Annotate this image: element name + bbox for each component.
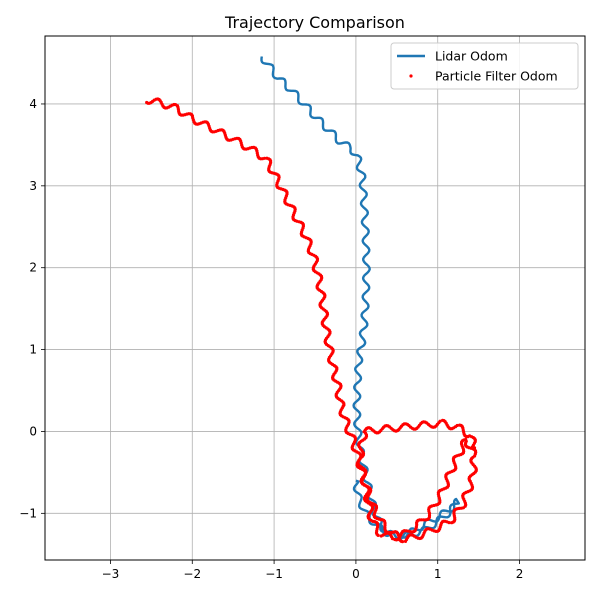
x-tick-label: −2 (183, 567, 201, 581)
x-tick-label: 1 (434, 567, 442, 581)
y-tick-label: −1 (19, 506, 37, 520)
legend-label: Lidar Odom (435, 49, 508, 64)
y-tick-label: 1 (29, 343, 37, 357)
grid (45, 36, 585, 560)
y-tick-label: 2 (29, 261, 37, 275)
x-tick-label: −1 (265, 567, 283, 581)
particle-filter-point (455, 423, 459, 428)
series-lidar-odom (260, 56, 460, 541)
particle-filter-point (438, 419, 442, 423)
x-tick-label: 0 (352, 567, 360, 581)
y-tick-label: 0 (29, 424, 37, 438)
axis-ticks: −3 −2 −1 0 1 2 −1 0 1 2 3 4 (19, 97, 523, 581)
plot-frame (44, 35, 586, 561)
lidar-odom-line (260, 56, 460, 541)
legend-label: Particle Filter Odom (435, 69, 558, 84)
y-tick-label: 3 (29, 179, 37, 193)
x-tick-label: 2 (516, 567, 524, 581)
particle-filter-point (472, 446, 477, 450)
legend: Lidar Odom Particle Filter Odom (390, 42, 579, 90)
chart-title: Trajectory Comparison (224, 13, 405, 32)
particle-filter-point (447, 521, 451, 525)
legend-swatch-particle-filter-odom (409, 74, 413, 78)
legend-box (390, 42, 579, 90)
particle-filter-point (379, 534, 383, 538)
particle-filter-point (400, 540, 405, 544)
series-particle-filter-odom (145, 97, 478, 544)
y-tick-label: 4 (29, 97, 37, 111)
particle-filter-point (262, 156, 267, 160)
x-tick-label: −3 (102, 567, 120, 581)
plot-data (145, 56, 478, 544)
